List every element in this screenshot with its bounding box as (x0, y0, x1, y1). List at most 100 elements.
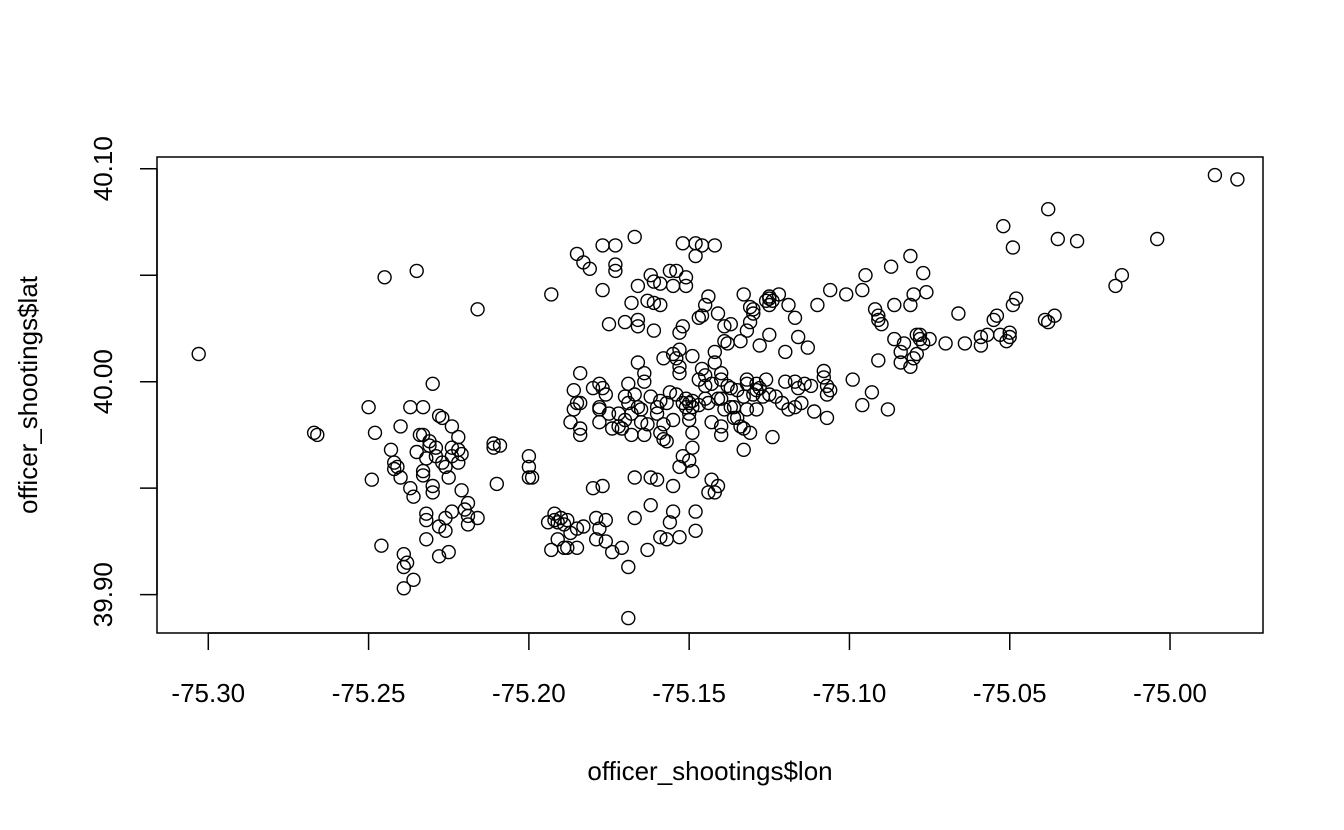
data-point (791, 329, 806, 345)
data-point (486, 440, 501, 455)
data-point (406, 489, 421, 504)
data-point (1230, 172, 1245, 187)
data-point (425, 485, 440, 500)
y-tick-label: 39.90 (88, 562, 118, 627)
data-point (656, 417, 671, 432)
data-point (749, 402, 764, 417)
data-point (457, 502, 472, 517)
data-point (787, 374, 803, 389)
data-point (630, 355, 646, 370)
data-point (643, 389, 658, 404)
data-point (707, 238, 722, 253)
data-point (707, 485, 722, 500)
data-point (598, 387, 613, 402)
data-point (723, 317, 738, 332)
data-point (415, 468, 431, 483)
data-point (903, 248, 918, 264)
data-point (441, 544, 456, 560)
data-point (672, 342, 687, 357)
data-point (425, 478, 440, 494)
data-point (762, 387, 777, 402)
data-point (698, 297, 713, 313)
data-point (608, 257, 623, 272)
data-point (694, 361, 710, 377)
data-point (659, 434, 674, 449)
data-point (717, 319, 732, 334)
data-point (999, 334, 1014, 349)
data-point (819, 410, 835, 426)
data-point (617, 314, 633, 330)
data-point (553, 510, 569, 526)
data-point (694, 308, 710, 323)
data-point (714, 366, 729, 381)
data-point (640, 542, 655, 558)
data-point (396, 547, 411, 562)
data-point (640, 293, 655, 308)
data-point (893, 355, 908, 370)
data-point (441, 470, 456, 485)
data-point (662, 385, 678, 400)
data-point (665, 478, 681, 494)
x-axis-label: officer_shootings$lon (587, 756, 832, 786)
data-point (1108, 278, 1123, 294)
data-point (896, 336, 912, 351)
x-tick-label: -75.15 (652, 678, 726, 708)
data-point (621, 559, 636, 575)
data-point (855, 397, 870, 413)
data-point (560, 540, 575, 555)
y-axis-label: officer_shootings$lat (13, 275, 43, 514)
data-point (431, 408, 447, 423)
data-point (643, 470, 658, 485)
data-point (701, 289, 716, 304)
data-point (819, 387, 835, 402)
data-point (746, 302, 761, 317)
data-point (419, 532, 434, 547)
data-point (630, 312, 646, 328)
data-point (1037, 312, 1053, 328)
data-point (665, 412, 681, 428)
data-point (749, 376, 764, 391)
data-point (739, 323, 755, 338)
data-point (306, 425, 322, 440)
data-point (867, 302, 883, 317)
data-point (435, 410, 450, 426)
data-point (758, 293, 774, 308)
data-point (454, 483, 469, 498)
data-point (922, 331, 937, 347)
data-point (871, 353, 886, 368)
data-point (646, 323, 662, 338)
x-tick-label: -75.05 (973, 678, 1047, 708)
data-point (762, 327, 777, 342)
data-point (957, 336, 973, 351)
x-tick-label: -75.10 (813, 678, 887, 708)
data-point (605, 544, 620, 560)
data-point (399, 555, 415, 570)
data-point (710, 478, 726, 494)
data-point (1047, 308, 1062, 323)
data-point (765, 429, 780, 445)
data-point (688, 523, 703, 538)
data-point (903, 297, 918, 313)
data-point (781, 402, 796, 417)
data-point (675, 319, 690, 334)
data-point (810, 297, 825, 313)
data-point (409, 263, 424, 279)
data-point (460, 517, 476, 532)
data-point (816, 370, 831, 385)
data-point (819, 378, 835, 394)
data-point (374, 538, 389, 553)
data-point (762, 297, 777, 313)
data-point (714, 391, 729, 406)
data-point (887, 331, 902, 347)
data-point (893, 344, 908, 360)
data-point (736, 442, 751, 457)
data-point (701, 395, 716, 411)
data-point (646, 295, 662, 311)
data-point (794, 395, 809, 411)
data-point (1050, 231, 1066, 247)
data-point (871, 308, 886, 323)
data-point (665, 278, 681, 294)
data-point (675, 236, 690, 251)
data-point (665, 504, 681, 519)
data-point (589, 510, 604, 526)
